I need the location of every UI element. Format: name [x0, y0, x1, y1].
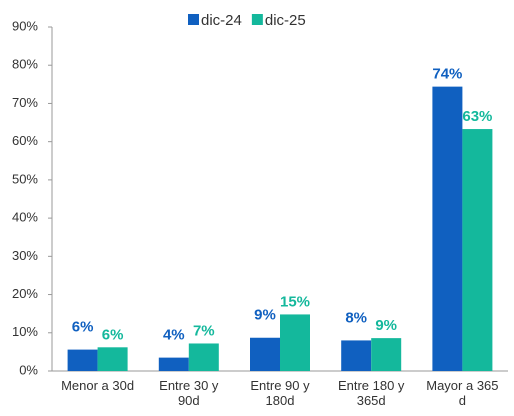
- bar: [432, 86, 463, 372]
- x-tick-label: Entre 180 y 365d: [337, 378, 405, 408]
- y-tick-label: 90%: [12, 18, 38, 33]
- legend-label: dic-25: [265, 12, 306, 29]
- legend-label: dic-24: [201, 12, 242, 29]
- bar: [158, 357, 189, 371]
- value-label: 6%: [72, 319, 94, 336]
- bar: [341, 340, 372, 371]
- value-label: 9%: [375, 317, 397, 334]
- bar: [462, 129, 493, 371]
- bar: [250, 337, 280, 371]
- y-tick-label: 40%: [12, 210, 38, 225]
- y-tick-label: 30%: [12, 248, 38, 263]
- bar: [371, 338, 402, 371]
- legend-swatch: [188, 14, 199, 25]
- value-label: 6%: [102, 326, 124, 343]
- value-label: 4%: [163, 327, 185, 344]
- bar: [97, 347, 128, 371]
- value-label: 9%: [254, 307, 276, 324]
- y-tick-label: 20%: [12, 286, 38, 301]
- bar: [280, 314, 310, 371]
- value-label: 15%: [280, 293, 310, 310]
- value-label: 7%: [193, 322, 215, 339]
- value-label: 74%: [432, 66, 462, 83]
- y-tick-label: 80%: [12, 57, 38, 72]
- y-tick-label: 10%: [12, 324, 38, 339]
- bar: [67, 349, 98, 371]
- y-tick-label: 50%: [12, 171, 38, 186]
- y-tick-label: 60%: [12, 133, 38, 148]
- x-tick-label: Mayor a 365 d: [426, 378, 499, 408]
- x-tick-label: Entre 30 y 90d: [159, 378, 219, 408]
- value-label: 8%: [345, 309, 367, 326]
- legend-swatch: [251, 14, 263, 25]
- y-tick-label: 70%: [12, 95, 38, 110]
- y-tick-label: 0%: [19, 362, 38, 377]
- value-label: 63%: [462, 108, 492, 125]
- x-tick-label: Menor a 30d: [61, 378, 135, 393]
- x-tick-label: Entre 90 y 180d: [250, 378, 310, 408]
- bar: [188, 343, 219, 371]
